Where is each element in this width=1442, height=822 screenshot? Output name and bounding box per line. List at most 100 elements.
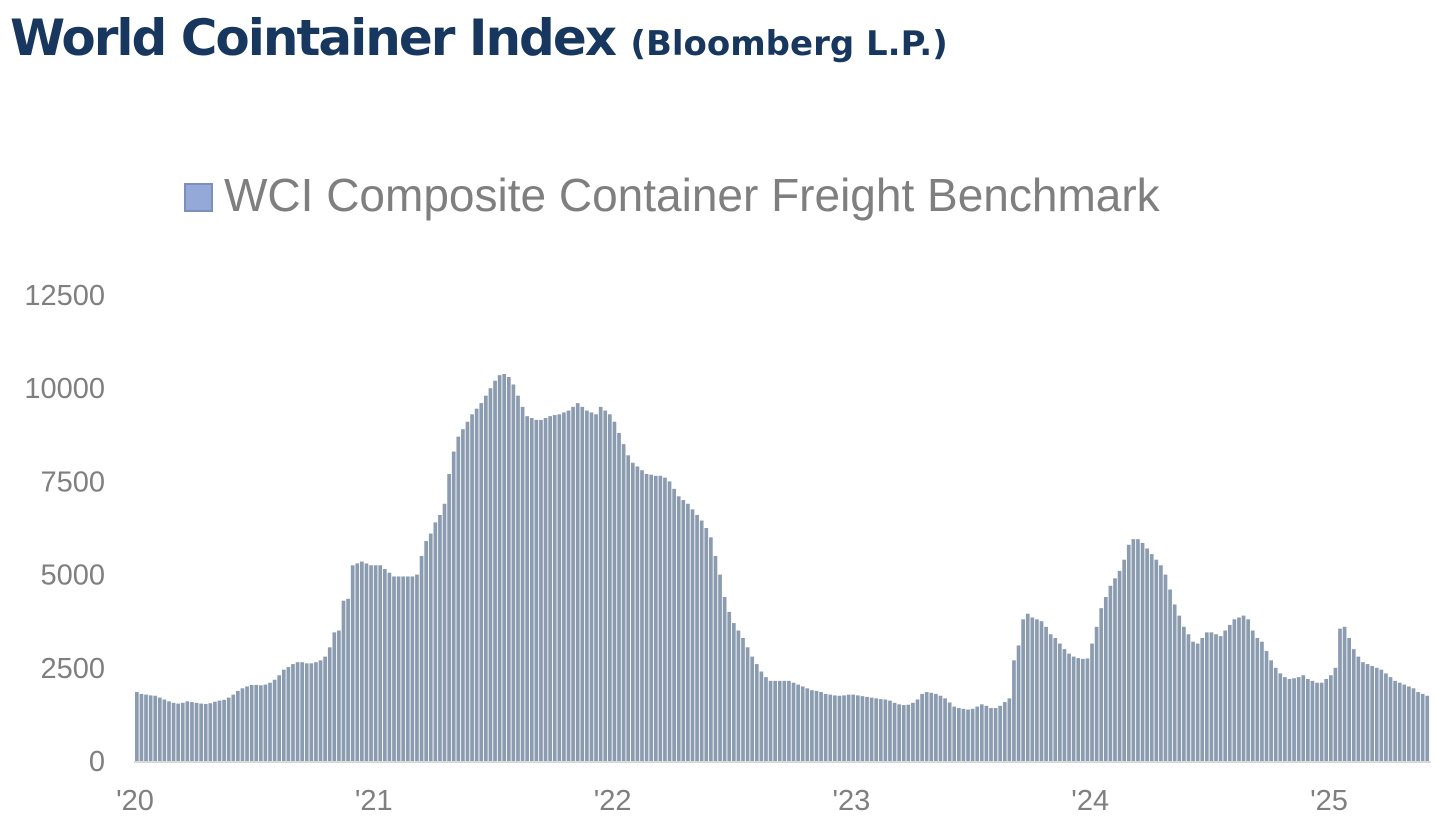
bar bbox=[1361, 662, 1365, 761]
bar bbox=[883, 699, 888, 761]
bar bbox=[663, 477, 667, 761]
bar bbox=[226, 697, 231, 761]
bar bbox=[810, 690, 814, 761]
bar bbox=[502, 374, 507, 761]
bar bbox=[1319, 682, 1324, 761]
bar bbox=[1260, 641, 1264, 761]
bar bbox=[1384, 673, 1388, 761]
bar bbox=[704, 528, 709, 761]
bar bbox=[470, 414, 474, 761]
bar bbox=[456, 436, 461, 761]
bar bbox=[428, 533, 433, 761]
bar bbox=[1204, 632, 1209, 761]
bar bbox=[966, 709, 970, 761]
bar bbox=[686, 503, 690, 761]
bar bbox=[1425, 695, 1430, 761]
x-tick-label: '21 bbox=[355, 785, 393, 817]
bar bbox=[1218, 636, 1223, 761]
bar bbox=[1025, 613, 1030, 761]
bar bbox=[1044, 626, 1048, 761]
bar bbox=[575, 403, 580, 761]
bar bbox=[148, 695, 153, 761]
bar bbox=[653, 475, 658, 761]
bar bbox=[135, 692, 139, 761]
bar bbox=[479, 403, 484, 761]
bar bbox=[415, 574, 419, 761]
bar bbox=[1154, 559, 1159, 761]
bar bbox=[254, 684, 259, 761]
bar bbox=[952, 706, 957, 761]
bar bbox=[957, 708, 961, 761]
bar bbox=[447, 473, 451, 761]
bar bbox=[332, 632, 337, 761]
bar bbox=[658, 475, 663, 761]
bar bbox=[1287, 678, 1292, 761]
bar bbox=[171, 702, 176, 761]
bar bbox=[777, 680, 782, 761]
bar bbox=[975, 706, 980, 761]
bar bbox=[249, 684, 254, 761]
bar bbox=[300, 662, 305, 761]
x-tick-label: '22 bbox=[594, 785, 632, 817]
bar bbox=[989, 708, 993, 761]
bar bbox=[878, 699, 883, 761]
bar bbox=[1250, 630, 1255, 761]
bar bbox=[589, 412, 594, 761]
bar bbox=[167, 701, 171, 761]
bar bbox=[1315, 682, 1319, 761]
bar bbox=[1048, 634, 1053, 761]
bar bbox=[529, 418, 534, 761]
bar bbox=[1126, 544, 1131, 761]
legend-label: WCI Composite Container Freight Benchmar… bbox=[224, 169, 1161, 221]
bar bbox=[892, 702, 897, 761]
bar bbox=[1136, 539, 1140, 761]
bar bbox=[709, 537, 713, 761]
bar bbox=[1016, 645, 1021, 761]
bar bbox=[323, 656, 327, 761]
bar bbox=[993, 708, 998, 761]
bar bbox=[543, 418, 548, 761]
bar bbox=[837, 695, 842, 761]
bar bbox=[773, 680, 778, 761]
bar bbox=[727, 611, 732, 761]
bar bbox=[1227, 624, 1232, 761]
x-tick-label: '20 bbox=[116, 785, 154, 817]
bar bbox=[1108, 585, 1113, 761]
bar bbox=[1071, 656, 1076, 761]
bar bbox=[906, 704, 911, 761]
bar bbox=[286, 667, 291, 761]
bar bbox=[1310, 680, 1315, 761]
bar bbox=[1030, 617, 1035, 761]
bar bbox=[222, 699, 226, 761]
bar bbox=[1324, 678, 1329, 761]
bar bbox=[236, 690, 240, 761]
bar bbox=[722, 596, 727, 761]
bar bbox=[346, 598, 350, 761]
bar bbox=[828, 694, 833, 761]
bar bbox=[630, 462, 635, 761]
bar bbox=[621, 444, 626, 761]
bar bbox=[203, 703, 208, 761]
bar bbox=[401, 576, 406, 761]
bar bbox=[506, 377, 511, 761]
bar bbox=[640, 470, 644, 761]
bar bbox=[920, 693, 924, 761]
bar bbox=[617, 432, 621, 761]
x-tick-label: '23 bbox=[833, 785, 871, 817]
bar bbox=[139, 693, 144, 761]
bar bbox=[787, 680, 791, 761]
bar bbox=[194, 702, 199, 761]
bar bbox=[217, 700, 222, 761]
bar bbox=[1296, 677, 1301, 761]
bar bbox=[585, 410, 589, 761]
bar bbox=[672, 488, 676, 761]
bar bbox=[1191, 641, 1195, 761]
bar bbox=[360, 561, 364, 761]
bar bbox=[626, 455, 631, 761]
bar bbox=[1094, 626, 1099, 761]
bar bbox=[272, 679, 277, 761]
bar bbox=[1131, 539, 1136, 761]
bar bbox=[819, 692, 823, 761]
bar bbox=[1370, 665, 1374, 761]
